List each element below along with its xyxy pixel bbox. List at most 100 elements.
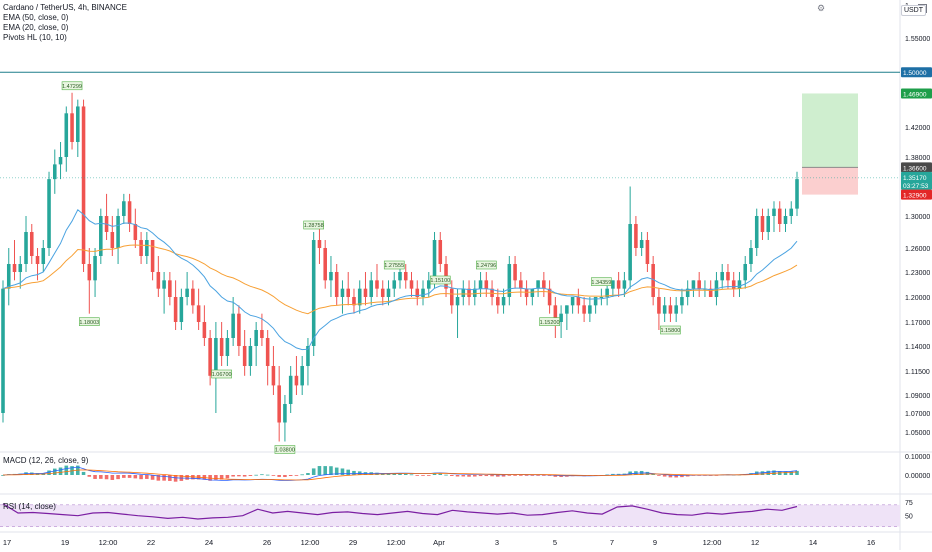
candle-body: [519, 280, 523, 289]
candle-body: [403, 272, 408, 281]
candle-body: [76, 106, 80, 142]
candle-body: [616, 280, 621, 289]
candle-body: [622, 280, 627, 289]
ema20-line: [2, 209, 798, 351]
macd-histogram-bar: [58, 467, 63, 475]
price-tick-label: 1.07000: [905, 411, 930, 418]
macd-histogram-bar: [795, 470, 799, 475]
macd-histogram-bar: [231, 475, 235, 477]
candle-body: [122, 201, 126, 216]
macd-histogram-bar: [64, 465, 69, 475]
candle-body: [369, 280, 374, 297]
candle-body: [35, 256, 40, 264]
macd-histogram-bar: [392, 473, 397, 475]
pivot-labels: 1.47299 1.18003 1.06700 1.03800 1.28758 1.275…: [61, 81, 681, 454]
time-tick-label: 16: [867, 538, 875, 547]
macd-histogram-bar: [300, 474, 304, 476]
candle-body: [18, 264, 23, 272]
macd-histogram-bar: [668, 475, 673, 478]
macd-histogram-bar: [1, 475, 5, 476]
pivot-label: 1.06700: [212, 372, 232, 378]
macd-histogram-bar: [242, 475, 247, 477]
time-tick-label: 14: [809, 538, 817, 547]
candle-body: [133, 224, 138, 240]
candle-body: [12, 264, 17, 272]
macd-histogram-bar: [645, 471, 650, 475]
macd-histogram-bar: [409, 474, 414, 476]
macd-histogram-bar: [260, 474, 264, 476]
macd-histogram-bar: [398, 473, 402, 475]
macd-histogram-bar: [513, 475, 517, 476]
price-label-current: 1.35170: [903, 175, 927, 182]
candle-body: [438, 240, 443, 264]
candle-body: [680, 297, 684, 306]
macd-histogram-bar: [680, 475, 684, 478]
candle-body: [41, 248, 46, 264]
macd-histogram-bar: [283, 475, 287, 478]
time-axis: 17 19 12:00 22 24 26 12:00 29 12:00 Apr 3 5 7 9 12:00 1…: [3, 538, 875, 547]
gear-icon[interactable]: ⚙: [817, 3, 826, 13]
candle-body: [726, 272, 730, 281]
macd-histogram-bar: [127, 475, 132, 478]
price-label-current-bg: [901, 171, 932, 190]
macd-histogram-bar: [432, 473, 437, 475]
pivot-box: [303, 220, 324, 230]
macd-pane: 0.10000 0.00000: [1, 454, 930, 482]
candle-body: [271, 366, 276, 386]
candle-body: [421, 288, 425, 297]
price-label-entry: 1.36600: [903, 165, 927, 172]
price-tick-label: 1.09000: [905, 393, 930, 400]
candle-body: [720, 272, 724, 281]
candle-body: [254, 330, 258, 346]
macd-histogram-bar: [346, 469, 351, 475]
time-tick-label: 29: [349, 538, 357, 547]
macd-histogram-bar: [133, 475, 138, 479]
candle-body: [611, 280, 615, 289]
currency-badge[interactable]: USDT: [900, 5, 926, 16]
price-tick-label: 1.17000: [905, 320, 930, 327]
candle-body: [426, 280, 431, 289]
candle-body: [743, 264, 748, 281]
macd-line: [2, 466, 798, 481]
macd-histogram-bar: [553, 475, 558, 477]
time-tick-label: 9: [653, 538, 657, 547]
candle-body: [47, 179, 51, 248]
time-tick-label: 3: [495, 538, 499, 547]
macd-histogram-bar: [52, 468, 57, 475]
candle-body: [294, 375, 299, 386]
macd-histogram-bar: [162, 475, 166, 481]
macd-histogram-bar: [185, 475, 189, 480]
time-tick-label: 12: [751, 538, 759, 547]
candle-body: [1, 288, 5, 413]
macd-histogram-bar: [426, 475, 431, 476]
candle-body: [657, 297, 661, 314]
candle-body: [283, 404, 287, 423]
macd-histogram-bar: [789, 471, 794, 475]
candle-body: [553, 305, 558, 322]
macd-histogram-bar: [766, 470, 771, 475]
macd-histogram-bar: [651, 473, 655, 475]
rsi-pane: 75 50: [0, 500, 913, 527]
candle-body: [242, 346, 247, 366]
time-tick-label: Apr: [433, 538, 445, 547]
macd-histogram-bar: [449, 475, 454, 476]
pivot-label: 1.47299: [62, 84, 82, 90]
candle-body: [708, 288, 713, 297]
candle-body: [58, 157, 63, 165]
macd-histogram-bar: [519, 475, 523, 476]
pivot-label: 1.34359: [591, 280, 611, 286]
candle-body: [524, 288, 529, 297]
time-tick-label: 12:00: [387, 538, 406, 547]
candle-body: [691, 280, 696, 289]
stop-zone: [802, 167, 858, 195]
candle-body: [225, 338, 230, 356]
macd-histogram-bar: [783, 471, 788, 475]
time-tick-label: 12:00: [301, 538, 320, 547]
rsi-line: [2, 503, 798, 520]
pivot-label: 1.15200: [540, 320, 560, 326]
macd-histogram-bar: [478, 475, 483, 477]
target-zone: [802, 93, 858, 168]
macd-histogram-bar: [156, 475, 161, 481]
rsi-tick-label: 50: [905, 514, 913, 521]
